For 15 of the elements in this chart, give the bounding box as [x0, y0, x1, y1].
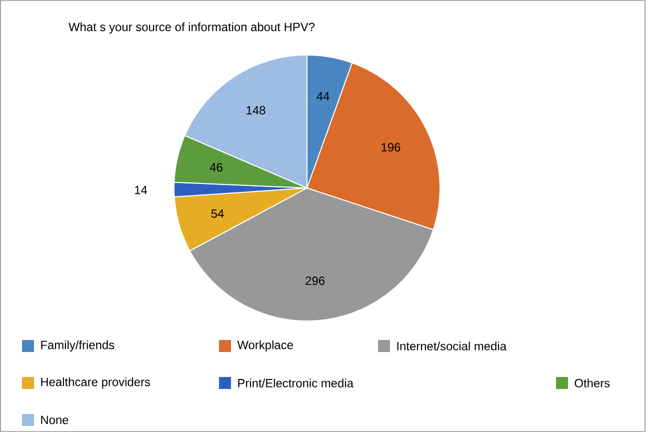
data-label: 196 [382, 143, 400, 152]
data-label: 296 [306, 276, 325, 285]
data-label: 14 [135, 186, 148, 194]
legend-label: None [41, 416, 68, 424]
data-label: 54 [211, 210, 224, 218]
legend-label: Healthcare providers [41, 377, 150, 389]
chart-title: What s your source of information about HPV? [68, 22, 315, 34]
legend-label: Family/friends [41, 340, 114, 352]
legend-label: Print/Electronic media [238, 378, 354, 388]
data-label: 44 [316, 92, 330, 100]
data-label: 46 [210, 163, 222, 172]
legend-label: Internet/social media [397, 342, 506, 350]
data-label: 148 [246, 106, 266, 114]
legend-label: Workplace [237, 340, 293, 352]
legend-label: Others [574, 378, 610, 388]
